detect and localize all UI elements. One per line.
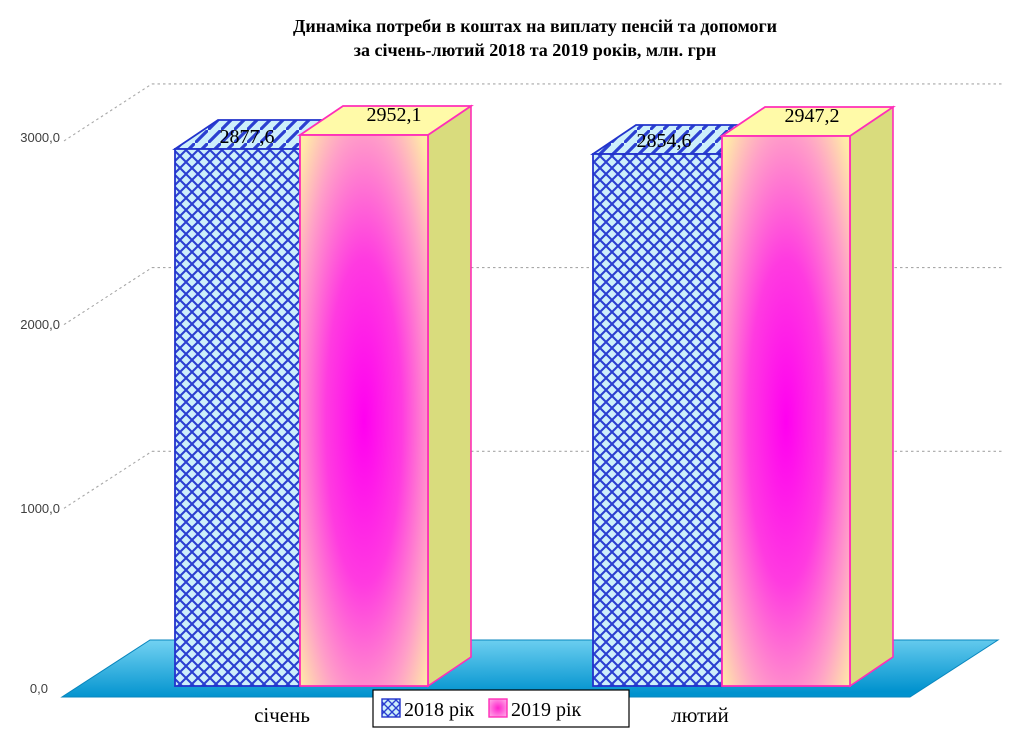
bar-feb-2018-front bbox=[592, 153, 723, 687]
bar-group-february bbox=[590, 105, 896, 688]
gridlines bbox=[63, 83, 1002, 509]
bar-group-january bbox=[172, 104, 474, 688]
bar-jan-2019-side bbox=[427, 104, 472, 688]
bar-jan-2019 bbox=[297, 104, 474, 688]
legend-swatch-2018-crosshatch-icon bbox=[381, 698, 401, 718]
bar-feb-2019-front bbox=[721, 135, 851, 687]
bar-jan-2018-front bbox=[174, 148, 301, 687]
data-labels: 2877,6 2952,1 2854,6 2947,2 bbox=[220, 104, 840, 152]
x-category-february: лютий bbox=[671, 703, 729, 727]
x-axis: січень лютий bbox=[254, 703, 729, 727]
value-label-feb-2019: 2947,2 bbox=[785, 105, 840, 127]
legend-item-2018: 2018 рік bbox=[381, 698, 475, 721]
bar-feb-2019-side bbox=[849, 105, 894, 688]
x-category-january: січень bbox=[254, 703, 310, 727]
gridline-1000 bbox=[63, 450, 1002, 509]
value-label-jan-2019: 2952,1 bbox=[367, 104, 422, 126]
legend-label-2018: 2018 рік bbox=[404, 699, 475, 721]
legend-item-2019: 2019 рік bbox=[488, 698, 582, 721]
y-tick-0: 0,0 bbox=[30, 681, 48, 696]
legend-label-2019: 2019 рік bbox=[511, 699, 582, 721]
y-tick-3000: 3000,0 bbox=[20, 130, 60, 145]
gridline-3000 bbox=[63, 83, 1002, 142]
y-axis: 3000,0 2000,0 1000,0 0,0 bbox=[20, 130, 60, 696]
value-label-jan-2018: 2877,6 bbox=[220, 126, 275, 148]
legend-swatch-2019-gradient-icon bbox=[488, 698, 508, 718]
y-tick-2000: 2000,0 bbox=[20, 317, 60, 332]
legend: 2018 рік 2019 рік bbox=[372, 689, 630, 728]
y-tick-1000: 1000,0 bbox=[20, 501, 60, 516]
chart-title-line2: за січень-лютий 2018 та 2019 років, млн.… bbox=[354, 40, 716, 60]
value-label-feb-2018: 2854,6 bbox=[637, 130, 692, 152]
bar-feb-2019 bbox=[719, 105, 896, 688]
gridline-2000 bbox=[63, 267, 1002, 326]
chart-title-line1: Динаміка потреби в коштах на виплату пен… bbox=[293, 16, 777, 36]
bar-jan-2019-front bbox=[299, 134, 429, 687]
